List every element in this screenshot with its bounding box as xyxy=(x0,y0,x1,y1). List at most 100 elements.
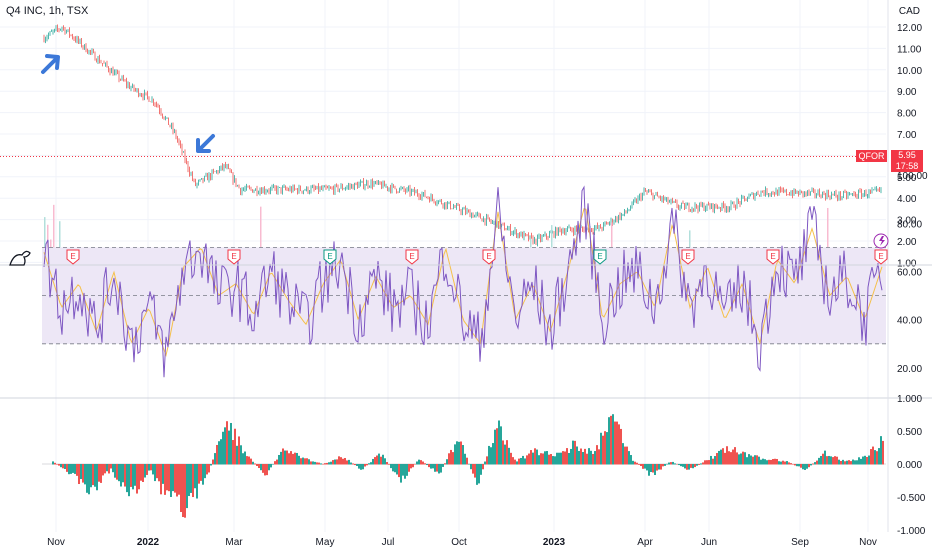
oscillator-pane[interactable] xyxy=(42,414,886,518)
osc-bar xyxy=(518,458,520,465)
osc-bar xyxy=(680,464,682,467)
osc-bar xyxy=(322,463,324,465)
lightning-icon[interactable] xyxy=(873,233,889,249)
arrow-head xyxy=(45,54,60,70)
osc-bar xyxy=(160,464,162,495)
osc-bar xyxy=(356,464,358,467)
osc-bar xyxy=(114,464,116,478)
osc-bar xyxy=(714,456,716,465)
osc-bar xyxy=(148,464,150,471)
osc-bar xyxy=(60,464,62,468)
osc-bar xyxy=(260,464,262,471)
osc-bar xyxy=(380,456,382,465)
osc-bar xyxy=(382,454,384,465)
osc-bar xyxy=(396,464,398,475)
earnings-marker[interactable]: E xyxy=(405,249,419,265)
osc-bar xyxy=(616,421,618,465)
osc-bar xyxy=(182,464,184,518)
osc-bar xyxy=(338,456,340,465)
earnings-marker[interactable]: E xyxy=(323,249,337,265)
osc-bar xyxy=(90,464,92,488)
earnings-marker-shape xyxy=(227,249,241,265)
osc-bar xyxy=(364,464,366,467)
volume-bar xyxy=(260,206,262,263)
osc-bar xyxy=(526,455,528,465)
osc-bar xyxy=(180,464,182,512)
osc-bar xyxy=(534,448,536,465)
osc-bar xyxy=(690,464,692,468)
osc-bar xyxy=(698,464,700,465)
osc-bar xyxy=(490,447,492,465)
osc-bar xyxy=(548,454,550,465)
earnings-marker[interactable]: E xyxy=(766,249,780,265)
osc-bar xyxy=(584,448,586,465)
osc-bar xyxy=(674,463,676,465)
osc-bar xyxy=(780,461,782,465)
osc-bar xyxy=(540,453,542,465)
earnings-marker-label: E xyxy=(486,252,491,261)
osc-bar xyxy=(748,454,750,465)
osc-bar xyxy=(168,464,170,492)
arrow-head xyxy=(196,138,211,153)
osc-bar xyxy=(324,463,326,465)
earnings-marker[interactable]: E xyxy=(874,249,888,265)
osc-bar xyxy=(872,446,874,465)
osc-bar xyxy=(78,464,80,485)
x-tick-label: Mar xyxy=(225,537,243,548)
osc-bar xyxy=(574,440,576,465)
earnings-marker[interactable]: E xyxy=(66,249,80,265)
osc-bar xyxy=(672,461,674,465)
osc-bar xyxy=(726,446,728,465)
osc-bar xyxy=(710,455,712,465)
earnings-marker[interactable]: E xyxy=(482,249,496,265)
osc-bar xyxy=(844,461,846,465)
osc-bar xyxy=(410,464,412,469)
osc-bar xyxy=(296,452,298,465)
osc-bar xyxy=(418,459,420,465)
osc-bar xyxy=(788,462,790,465)
price-pane[interactable] xyxy=(43,24,882,247)
osc-bar xyxy=(704,460,706,465)
osc-bar xyxy=(568,453,570,465)
osc-bar xyxy=(358,464,360,469)
osc-bar xyxy=(328,462,330,465)
osc-bar xyxy=(132,464,134,490)
osc-bar xyxy=(390,464,392,469)
osc-bar xyxy=(508,447,510,465)
osc-bar xyxy=(208,464,210,473)
earnings-marker[interactable]: E xyxy=(681,249,695,265)
earnings-marker-shape xyxy=(405,249,419,265)
volume-bar xyxy=(59,221,61,263)
osc-bar xyxy=(314,461,316,465)
earnings-marker[interactable]: E xyxy=(227,249,241,265)
osc-bar xyxy=(88,464,90,495)
rsi-line xyxy=(43,185,883,378)
osc-bar xyxy=(806,464,808,469)
osc-bar xyxy=(392,464,394,472)
rsi-tick-label: 60.00 xyxy=(897,268,922,279)
osc-bar xyxy=(742,451,744,465)
osc-bar xyxy=(882,440,884,465)
osc-bar xyxy=(464,453,466,465)
osc-bar xyxy=(530,450,532,465)
osc-bar xyxy=(792,464,794,465)
osc-bar xyxy=(874,450,876,465)
osc-bar xyxy=(642,464,644,469)
rsi-pane[interactable] xyxy=(42,185,886,378)
osc-bar xyxy=(320,463,322,465)
osc-bar xyxy=(804,464,806,470)
osc-bar xyxy=(342,458,344,465)
x-tick-label: 2023 xyxy=(543,537,566,548)
earnings-marker[interactable]: E xyxy=(593,249,607,265)
osc-bar xyxy=(300,458,302,465)
rsi-ma-line xyxy=(43,208,883,358)
osc-bar xyxy=(474,464,476,478)
osc-bar xyxy=(258,464,260,469)
osc-bar xyxy=(274,461,276,465)
arrow-shaft xyxy=(197,134,215,152)
osc-bar xyxy=(654,464,656,476)
osc-bar xyxy=(336,459,338,465)
